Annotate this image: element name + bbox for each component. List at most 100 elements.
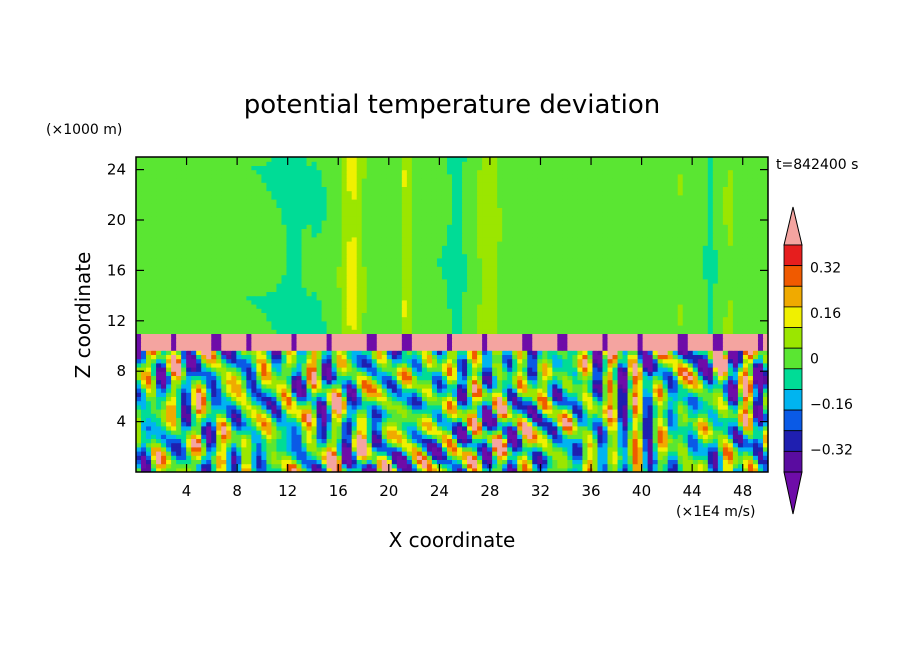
field-cell [396,341,403,347]
field-cell [707,400,714,406]
field-cell [186,425,192,431]
field-cell [582,362,589,368]
field-cell [627,438,634,444]
field-cell [737,451,744,456]
field-cell [161,442,167,448]
field-cell [567,341,573,347]
field-cell [517,371,523,376]
field-cell [291,337,298,343]
field-cell [301,421,308,427]
field-cell [737,367,744,372]
field-cell [286,320,293,326]
field-cell [256,375,262,381]
field-cell [311,320,318,326]
field-cell [361,438,368,444]
field-cell [587,371,594,376]
field-cell [436,346,443,351]
field-cell [462,459,468,465]
field-cell [341,425,348,431]
field-cell [687,409,694,414]
field-cell [236,362,242,368]
field-cell [381,337,388,343]
field-cell [507,362,513,368]
field-cell [662,358,669,364]
field-cell [166,379,172,385]
field-cell [311,430,318,435]
field-cell [487,320,493,326]
field-cell [492,388,498,393]
field-cell [532,396,538,402]
field-cell [226,333,232,339]
field-cell [687,400,694,406]
field-cell [421,379,428,385]
field-cell [446,409,453,414]
field-cell [567,409,573,414]
field-cell [266,312,273,318]
field-cell [186,354,192,360]
field-cell [707,421,714,427]
field-cell [687,451,694,456]
field-cell [592,316,599,322]
field-cell [181,341,187,347]
field-cell [687,312,694,318]
field-cell [692,455,699,460]
field-cell [497,455,503,460]
field-cell [507,346,513,351]
field-cell [266,362,273,368]
field-cell [712,350,719,355]
field-cell [747,425,754,431]
field-cell [351,421,358,427]
field-cell [241,383,247,389]
field-cell [436,451,443,456]
field-cell [697,388,704,393]
field-cell [657,413,664,418]
field-cell [196,379,202,385]
field-cell [647,329,654,334]
field-cell [171,392,177,397]
field-cell [687,442,694,448]
field-cell [642,312,649,318]
field-cell [602,350,609,355]
field-cell [717,362,724,368]
field-cell [602,312,609,318]
field-cell [732,367,739,372]
field-cell [732,392,739,397]
field-cell [532,354,538,360]
field-cell [266,371,273,376]
field-cell [697,341,704,347]
field-cell [662,400,669,406]
field-cell [291,417,298,423]
field-cell [241,316,247,322]
field-cell [306,308,313,313]
field-cell [462,346,468,351]
field-cell [166,434,172,439]
field-cell [221,371,227,376]
field-cell [196,388,202,393]
field-cell [371,308,378,313]
field-cell [341,400,348,406]
field-cell [406,442,413,448]
field-cell [301,362,308,368]
field-cell [191,442,197,448]
field-cell [266,417,273,423]
field-cell [401,350,408,355]
field-cell [467,325,473,330]
field-cell [201,325,207,330]
field-cell [472,379,478,385]
field-cell [301,325,308,330]
field-cell [426,388,433,393]
field-cell [697,350,704,355]
field-cell [557,341,563,347]
field-cell [607,388,614,393]
field-cell [141,337,147,343]
field-cell [161,404,167,410]
field-cell [161,430,167,435]
field-cell [542,413,548,418]
field-cell [467,362,473,368]
field-cell [141,308,147,313]
field-cell [512,438,518,444]
field-cell [286,312,293,318]
field-cell [667,337,674,343]
field-cell [732,442,739,448]
field-cell [597,388,604,393]
